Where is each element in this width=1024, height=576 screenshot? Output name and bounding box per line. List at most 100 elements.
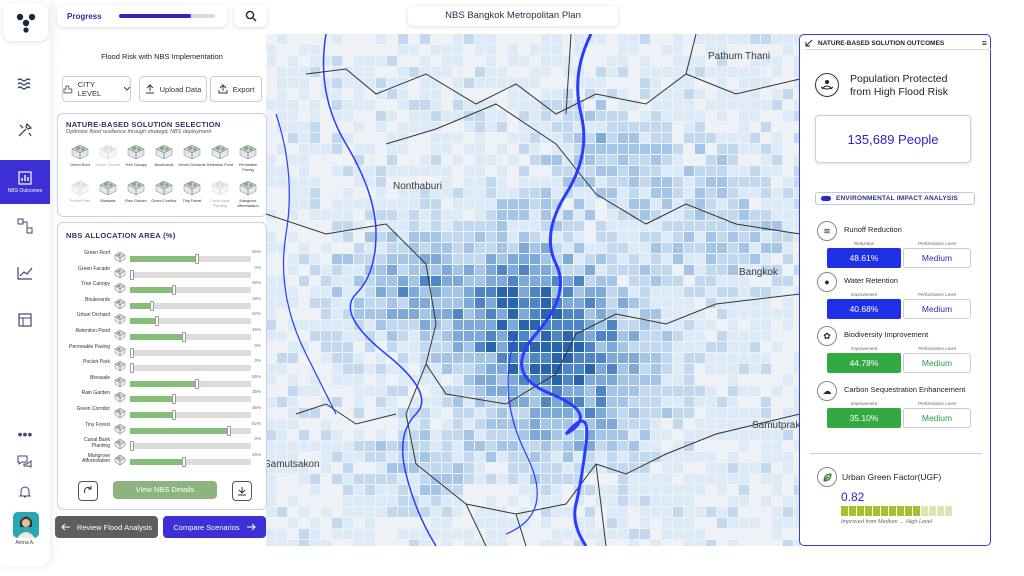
allocation-slider[interactable] [130,410,251,420]
nav-charts[interactable] [0,259,50,287]
app-logo[interactable] [3,3,48,41]
flood-risk-cell [629,122,639,132]
nbs-option[interactable]: Green Corridor [150,178,178,208]
slider-handle[interactable] [194,254,199,264]
export-button[interactable]: Export [210,76,262,102]
flood-risk-cell [530,232,540,242]
search-button[interactable] [234,5,267,27]
nbs-option[interactable]: Tree Canopy [122,142,150,172]
nav-table[interactable] [0,306,50,334]
slider-handle[interactable] [171,410,176,420]
allocation-slider[interactable] [130,254,251,264]
view-nbs-details-button[interactable]: View NBS Details [113,481,217,499]
compare-scenarios-button[interactable]: Compare Scenarios [163,516,266,538]
flood-risk-cell [629,452,639,462]
nav-nbs-outcomes[interactable]: NBS Outcomes [0,160,50,204]
flood-risk-cell [596,254,606,264]
allocation-slider[interactable] [130,332,251,342]
nbs-option[interactable]: Pocket Park [66,178,94,208]
nav-flood-analysis[interactable] [0,70,50,98]
slider-handle[interactable] [154,316,159,327]
flood-risk-cell [596,177,606,187]
allocation-slider[interactable] [130,363,251,374]
slider-handle[interactable] [227,425,232,436]
nbs-option[interactable]: Retention Pond [206,142,234,172]
upload-data-button[interactable]: Upload Data [139,76,207,102]
flood-risk-cell [288,441,298,451]
flood-risk-cell [651,386,661,396]
flood-risk-cell [354,276,364,286]
nbs-option[interactable]: Green Roof [66,142,94,172]
flood-risk-cell [277,507,287,517]
flood-risk-cell [651,243,661,253]
flood-risk-cell [662,166,672,176]
review-flood-analysis-button[interactable]: Review Flood Analysis [55,516,158,538]
flood-risk-cell [662,199,672,209]
flood-risk-cell [739,111,749,121]
download-button[interactable] [232,481,252,501]
allocation-slider[interactable] [130,300,251,311]
nbs-option[interactable]: Boulevards [150,142,178,172]
allocation-slider[interactable] [130,441,251,452]
flood-risk-cell [629,375,639,385]
slider-handle[interactable] [182,332,187,342]
slider-handle[interactable] [182,456,187,467]
flood-risk-cell [332,320,342,330]
menu-icon[interactable]: ≡ [981,38,987,48]
allocation-slider[interactable] [130,456,251,467]
nbs-option[interactable]: Urban Orchards [178,142,206,172]
ugf-bar-segment [897,506,904,516]
flood-risk-cell [475,155,485,165]
flood-risk-cell [497,199,507,209]
slider-handle[interactable] [171,285,176,296]
flood-risk-cell [266,100,276,110]
reset-button[interactable] [78,481,98,501]
flood-risk-cell [673,463,683,473]
slider-handle[interactable] [149,300,154,311]
map-canvas[interactable] [266,34,800,546]
flood-risk-cell [508,199,518,209]
collapse-arrow-icon[interactable] [805,39,813,47]
flood-risk-cell [783,540,793,546]
allocation-slider[interactable] [130,269,251,280]
flood-risk-cell [508,331,518,341]
nav-notifications[interactable] [0,478,50,506]
slider-handle[interactable] [130,347,134,358]
population-title-line1: Population Protected [850,73,948,85]
nbs-option[interactable]: Green Facade [94,142,122,172]
nbs-option[interactable]: Tiny Forest [178,178,206,208]
flood-risk-cell [266,155,276,165]
nbs-option[interactable]: Permeable Paving [234,142,262,172]
allocation-slider[interactable] [130,347,251,358]
slider-handle[interactable] [194,378,199,389]
slider-handle[interactable] [130,363,134,374]
flood-risk-cell [684,89,694,99]
nav-nbs-tools[interactable] [0,116,50,144]
nbs-option[interactable]: Canal Bank Planting [206,178,234,208]
nbs-option[interactable]: Bioswale [94,178,122,208]
flood-risk-cell [651,419,661,429]
allocation-slider[interactable] [130,425,251,436]
flood-risk-cell [420,122,430,132]
nav-more[interactable]: ••• [0,420,50,448]
allocation-slider[interactable] [130,316,251,327]
allocation-slider[interactable] [130,394,251,405]
user-avatar[interactable] [13,512,39,538]
flood-risk-cell [574,177,584,187]
allocation-slider[interactable] [130,285,251,296]
slider-handle[interactable] [130,269,134,280]
flood-risk-cell [794,166,800,176]
flood-risk-cell [310,133,320,143]
flood-risk-cell [585,430,595,440]
nbs-option[interactable]: Rain Garden [122,178,150,208]
slider-handle[interactable] [171,394,176,405]
flood-risk-cell [629,529,639,539]
slider-handle[interactable] [130,441,134,452]
flood-risk-cell [772,386,782,396]
nbs-option[interactable]: Mangrove Afforestation [234,178,262,208]
flood-risk-map[interactable]: Pathum Thani Nonthaburi Bangkok Samutpra… [266,34,800,546]
nav-chat[interactable] [0,448,50,476]
allocation-slider[interactable] [130,378,251,389]
level-select[interactable]: CITY LEVEL [62,76,131,102]
nav-flow[interactable] [0,212,50,240]
